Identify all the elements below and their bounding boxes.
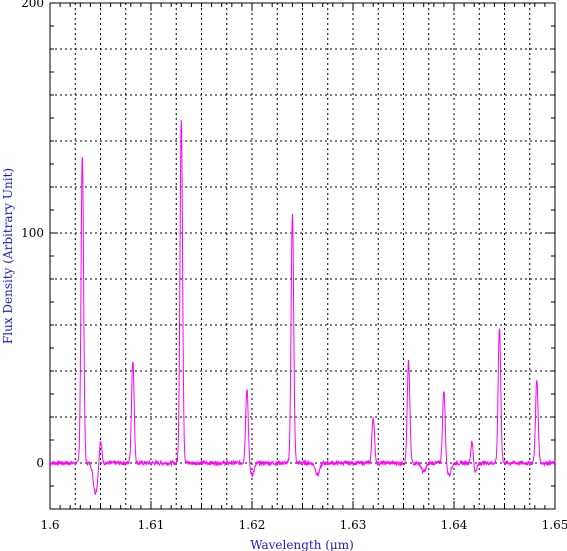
x-tick-label: 1.64 xyxy=(441,518,468,532)
y-tick-labels: 0 100 200 xyxy=(21,0,44,470)
y-tick-label: 200 xyxy=(21,0,44,10)
x-tick-label: 1.63 xyxy=(340,518,367,532)
x-tick-label: 1.61 xyxy=(138,518,165,532)
plot-frame xyxy=(49,2,556,510)
y-axis-title: Flux Density (Arbitrary Unit) xyxy=(1,168,15,344)
x-tick-label: 1.6 xyxy=(40,518,59,532)
x-axis-title: Wavelength (μm) xyxy=(250,538,354,551)
x-tick-labels: 1.6 1.61 1.62 1.63 1.64 1.65 xyxy=(40,518,567,532)
y-tick-label: 0 xyxy=(36,456,44,470)
spectrum-line xyxy=(49,120,556,496)
x-tick-label: 1.62 xyxy=(239,518,266,532)
x-tick-label: 1.65 xyxy=(542,518,567,532)
grid-lines xyxy=(50,3,555,509)
y-tick-label: 100 xyxy=(21,226,44,240)
